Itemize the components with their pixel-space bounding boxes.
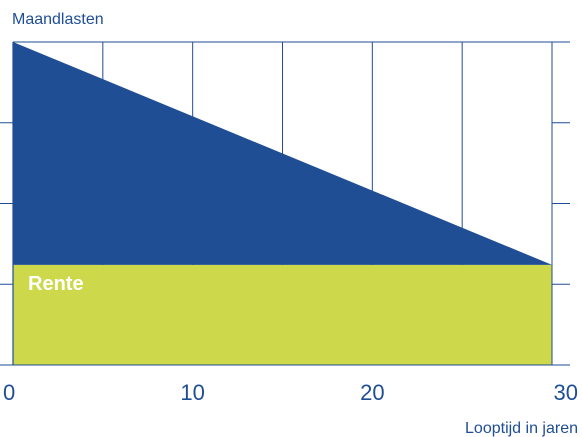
area-labels: Aflossing Rente — [28, 273, 119, 395]
x-tick-label-30: 30 — [554, 380, 578, 405]
x-tick-labels: 0 10 20 30 — [3, 380, 578, 405]
y-axis-title: Maandlasten — [12, 11, 104, 28]
x-tick-label-20: 20 — [360, 380, 384, 405]
area-label-aflossing: Aflossing — [28, 373, 119, 395]
x-tick-label-10: 10 — [180, 380, 204, 405]
axes — [0, 41, 570, 366]
plot-areas — [13, 42, 552, 365]
area-label-rente: Rente — [28, 273, 84, 295]
x-tick-label-0: 0 — [3, 380, 15, 405]
x-axis-title: Looptijd in jaren — [465, 420, 578, 437]
area-aflossing — [13, 264, 552, 365]
area-rente — [13, 42, 552, 265]
